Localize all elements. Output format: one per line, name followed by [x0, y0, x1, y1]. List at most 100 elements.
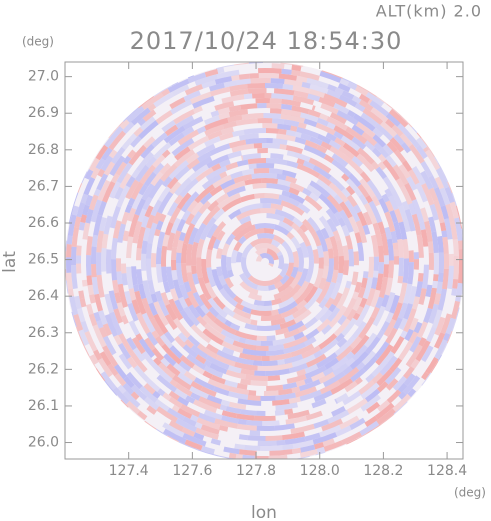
- echo-cell: [307, 109, 321, 118]
- echo-cell: [95, 158, 106, 170]
- echo-cell: [170, 217, 181, 234]
- echo-cell: [114, 373, 127, 387]
- echo-cell: [117, 384, 127, 394]
- echo-cell: [401, 200, 410, 211]
- echo-cell: [146, 214, 156, 229]
- echo-cell: [358, 99, 374, 112]
- echo-cell: [377, 245, 384, 263]
- echo-cell: [86, 236, 93, 256]
- echo-cell: [292, 217, 304, 228]
- echo-cell: [346, 194, 358, 208]
- echo-cell: [333, 255, 339, 271]
- echo-cell: [162, 392, 172, 401]
- echo-cell: [176, 192, 192, 210]
- echo-cell: [385, 200, 394, 212]
- echo-cell: [222, 306, 236, 318]
- echo-cell: [371, 161, 380, 170]
- echo-cell: [321, 324, 332, 335]
- echo-cell: [271, 63, 285, 69]
- echo-cell: [144, 337, 156, 351]
- echo-cell: [263, 390, 279, 397]
- echo-cell: [352, 113, 376, 132]
- echo-cell: [316, 133, 332, 145]
- echo-cell: [385, 118, 395, 129]
- echo-cell: [319, 113, 329, 121]
- echo-cell: [332, 362, 349, 377]
- echo-cell: [313, 442, 325, 450]
- echo-cell: [223, 336, 235, 345]
- echo-cell: [262, 203, 272, 209]
- echo-cell: [88, 313, 98, 327]
- echo-cell: [122, 230, 130, 242]
- echo-cell: [258, 72, 280, 79]
- echo-cell: [204, 124, 225, 136]
- echo-cell: [133, 284, 140, 292]
- echo-cell: [343, 260, 350, 276]
- echo-cell: [352, 312, 361, 321]
- echo-cell: [138, 338, 155, 358]
- echo-cell: [98, 326, 108, 338]
- echo-cell: [240, 378, 251, 386]
- echo-cell: [294, 131, 302, 138]
- echo-cell: [83, 176, 96, 196]
- echo-cell: [338, 94, 358, 108]
- echo-cell: [76, 202, 86, 218]
- echo-cell: [168, 160, 189, 180]
- plot-frame: [64, 61, 464, 460]
- echo-cell: [415, 145, 428, 160]
- echo-cell: [265, 82, 284, 89]
- echo-cell: [161, 266, 168, 283]
- echo-cell: [272, 138, 288, 145]
- echo-cell: [219, 404, 227, 411]
- echo-cell: [281, 103, 293, 111]
- echo-cell: [234, 330, 258, 341]
- echo-cell: [311, 398, 327, 409]
- echo-cell: [274, 280, 283, 289]
- echo-cell: [394, 149, 407, 164]
- echo-cell: [273, 285, 294, 300]
- echo-cell: [65, 251, 67, 261]
- echo-cell: [210, 110, 220, 118]
- echo-cell: [181, 209, 191, 221]
- echo-cell: [66, 257, 72, 273]
- echo-cell: [133, 365, 150, 382]
- echo-cell: [429, 203, 439, 221]
- echo-cell: [324, 281, 336, 300]
- echo-cell: [370, 107, 389, 123]
- echo-cell: [128, 320, 140, 336]
- echo-cell: [319, 380, 341, 395]
- echo-cell: [254, 455, 269, 459]
- echo-cell: [300, 112, 319, 123]
- echo-cell: [148, 302, 158, 316]
- echo-cell: [235, 453, 243, 459]
- x-tick-label: 127.4: [109, 463, 149, 479]
- echo-cell: [220, 178, 236, 190]
- echo-cell: [315, 122, 336, 136]
- y-tick-label: 26.9: [28, 105, 59, 121]
- echo-cell: [336, 345, 354, 362]
- echo-cell: [392, 164, 409, 186]
- echo-cell: [174, 165, 190, 181]
- echo-cell: [141, 312, 156, 333]
- echo-cell: [205, 355, 230, 370]
- echo-cell: [209, 86, 231, 97]
- echo-cell: [292, 439, 314, 449]
- echo-cell: [303, 144, 327, 159]
- echo-cell: [239, 203, 263, 214]
- echo-cell: [316, 352, 338, 369]
- echo-cell: [182, 433, 207, 447]
- echo-cell: [408, 331, 419, 344]
- echo-cell: [169, 345, 183, 359]
- echo-cell: [71, 265, 78, 289]
- echo-cell: [279, 274, 290, 285]
- echo-cell: [331, 356, 349, 372]
- echo-cell: [160, 292, 170, 306]
- echo-cell: [141, 351, 162, 373]
- echo-cell: [135, 164, 150, 183]
- echo-cell: [416, 234, 424, 258]
- echo-cell: [114, 292, 122, 304]
- echo-cell: [119, 172, 132, 189]
- echo-cell: [230, 170, 243, 180]
- echo-cell: [397, 382, 408, 393]
- echo-cell: [287, 320, 305, 332]
